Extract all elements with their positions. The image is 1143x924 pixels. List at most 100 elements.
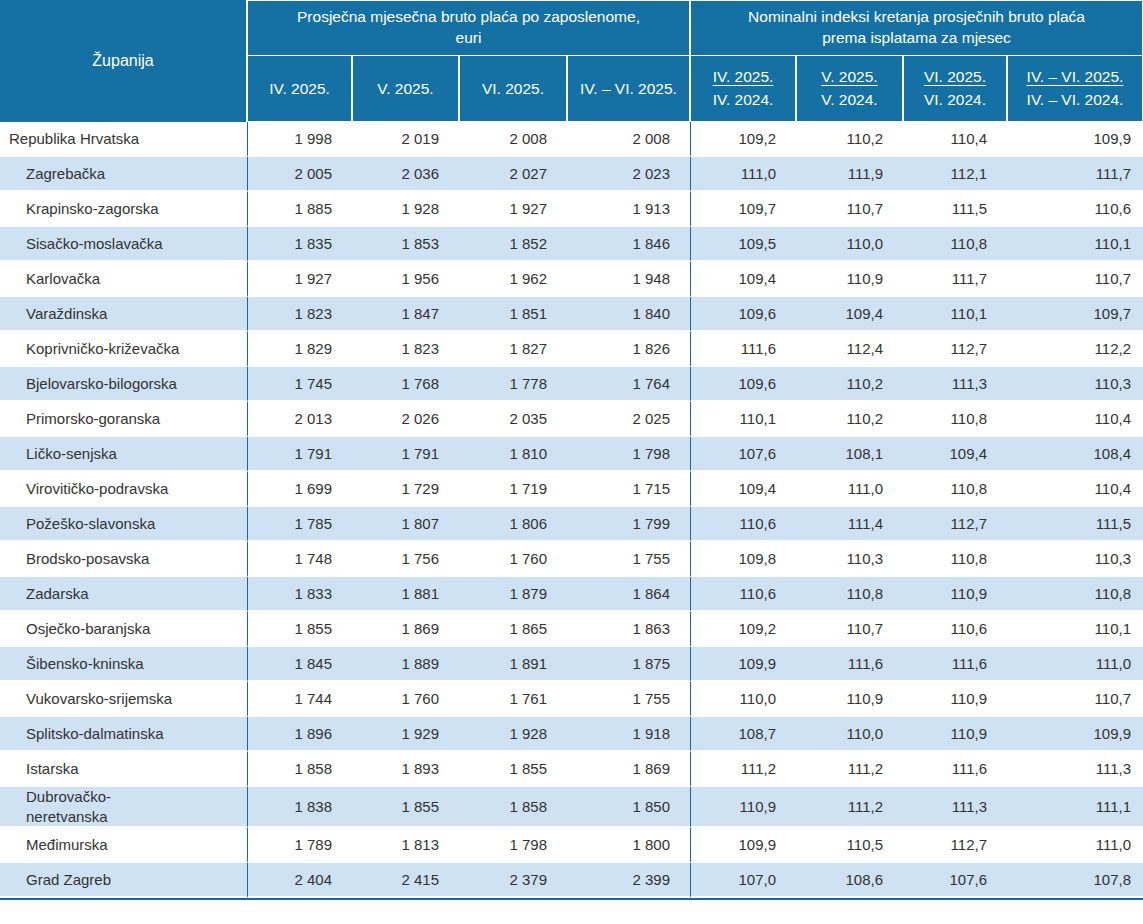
value-cell: 110,4 xyxy=(903,122,1007,157)
value-cell: 110,9 xyxy=(903,717,1007,752)
value-cell: 110,8 xyxy=(796,577,903,612)
value-cell: 112,7 xyxy=(903,507,1007,542)
value-cell: 1 948 xyxy=(567,262,690,297)
value-cell: 110,9 xyxy=(796,682,903,717)
value-cell: 108,7 xyxy=(690,717,796,752)
county-cell: Virovitičko-podravska xyxy=(0,472,247,507)
value-cell: 1 715 xyxy=(567,472,690,507)
value-cell: 110,8 xyxy=(903,227,1007,262)
value-cell: 2 027 xyxy=(459,157,567,192)
value-cell: 110,9 xyxy=(690,787,796,828)
value-cell: 110,8 xyxy=(903,402,1007,437)
value-cell: 1 845 xyxy=(247,647,352,682)
value-cell: 2 036 xyxy=(352,157,459,192)
index-denominator: IV. 2024. xyxy=(695,89,791,111)
column-header-county: Županija xyxy=(0,0,247,122)
value-cell: 1 840 xyxy=(567,297,690,332)
value-cell: 110,4 xyxy=(1007,472,1143,507)
value-cell: 2 005 xyxy=(247,157,352,192)
group-header-gross-salary: Prosječna mjesečna bruto plaća po zaposl… xyxy=(247,0,690,56)
value-cell: 111,2 xyxy=(796,752,903,787)
value-cell: 111,0 xyxy=(690,157,796,192)
value-cell: 111,5 xyxy=(1007,507,1143,542)
value-cell: 111,7 xyxy=(903,262,1007,297)
table-row: Sisačko-moslavačka1 8351 8531 8521 84610… xyxy=(0,227,1143,262)
value-cell: 110,1 xyxy=(1007,227,1143,262)
value-cell: 111,6 xyxy=(690,332,796,367)
value-cell: 1 893 xyxy=(352,752,459,787)
value-cell: 2 019 xyxy=(352,122,459,157)
value-cell: 110,6 xyxy=(690,577,796,612)
value-cell: 110,8 xyxy=(903,542,1007,577)
value-cell: 108,6 xyxy=(796,863,903,898)
value-cell: 1 791 xyxy=(247,437,352,472)
column-header-salary-jun-2025: VI. 2025. xyxy=(459,56,567,122)
table-row: Splitsko-dalmatinska1 8961 9291 9281 918… xyxy=(0,717,1143,752)
value-cell: 111,2 xyxy=(690,752,796,787)
county-cell: Požeško-slavonska xyxy=(0,507,247,542)
county-cell: Šibensko-kninska xyxy=(0,647,247,682)
table-row: Osječko-baranjska1 8551 8691 8651 863109… xyxy=(0,612,1143,647)
value-cell: 2 025 xyxy=(567,402,690,437)
county-cell: Republika Hrvatska xyxy=(0,122,247,157)
value-cell: 107,6 xyxy=(690,437,796,472)
value-cell: 110,3 xyxy=(796,542,903,577)
value-cell: 110,5 xyxy=(796,828,903,863)
county-cell: Vukovarsko-srijemska xyxy=(0,682,247,717)
value-cell: 1 881 xyxy=(352,577,459,612)
county-cell: Bjelovarsko-bilogorska xyxy=(0,367,247,402)
value-cell: 2 035 xyxy=(459,402,567,437)
table-row: Koprivničko-križevačka1 8291 8231 8271 8… xyxy=(0,332,1143,367)
value-cell: 109,5 xyxy=(690,227,796,262)
column-header-index-apr: IV. 2025. IV. 2024. xyxy=(690,56,796,122)
value-cell: 1 768 xyxy=(352,367,459,402)
value-cell: 1 729 xyxy=(352,472,459,507)
value-cell: 107,6 xyxy=(903,863,1007,898)
table-row: Zadarska1 8331 8811 8791 864110,6110,811… xyxy=(0,577,1143,612)
value-cell: 108,4 xyxy=(1007,437,1143,472)
value-cell: 1 760 xyxy=(459,542,567,577)
value-cell: 111,1 xyxy=(1007,787,1143,828)
value-cell: 112,1 xyxy=(903,157,1007,192)
value-cell: 2 008 xyxy=(567,122,690,157)
value-cell: 110,0 xyxy=(690,682,796,717)
value-cell: 110,7 xyxy=(796,192,903,227)
value-cell: 111,2 xyxy=(796,787,903,828)
value-cell: 112,7 xyxy=(903,332,1007,367)
index-numerator: V. 2025. xyxy=(801,66,898,88)
group-header-nominal-indices: Nominalni indeksi kretanja prosječnih br… xyxy=(690,0,1143,56)
value-cell: 1 927 xyxy=(247,262,352,297)
table-row: Virovitičko-podravska1 6991 7291 7191 71… xyxy=(0,472,1143,507)
value-cell: 1 858 xyxy=(459,787,567,828)
value-cell: 111,5 xyxy=(903,192,1007,227)
index-numerator: VI. 2025. xyxy=(908,66,1002,88)
value-cell: 1 748 xyxy=(247,542,352,577)
index-numerator: IV. – VI. 2025. xyxy=(1012,66,1138,88)
table-row: Krapinsko-zagorska1 8851 9281 9271 91310… xyxy=(0,192,1143,227)
value-cell: 110,9 xyxy=(903,682,1007,717)
value-cell: 108,1 xyxy=(796,437,903,472)
value-cell: 2 008 xyxy=(459,122,567,157)
value-cell: 110,6 xyxy=(903,612,1007,647)
county-cell: Zadarska xyxy=(0,577,247,612)
salary-statistics-table-container: Županija Prosječna mjesečna bruto plaća … xyxy=(0,0,1143,900)
value-cell: 1 855 xyxy=(459,752,567,787)
value-cell: 110,1 xyxy=(1007,612,1143,647)
value-cell: 109,7 xyxy=(690,192,796,227)
value-cell: 109,9 xyxy=(1007,122,1143,157)
value-cell: 1 956 xyxy=(352,262,459,297)
value-cell: 1 853 xyxy=(352,227,459,262)
value-cell: 1 852 xyxy=(459,227,567,262)
value-cell: 1 800 xyxy=(567,828,690,863)
value-cell: 109,9 xyxy=(1007,717,1143,752)
value-cell: 1 855 xyxy=(247,612,352,647)
value-cell: 1 833 xyxy=(247,577,352,612)
value-cell: 1 855 xyxy=(352,787,459,828)
value-cell: 1 885 xyxy=(247,192,352,227)
value-cell: 110,0 xyxy=(796,227,903,262)
value-cell: 110,2 xyxy=(796,402,903,437)
county-cell: Dubrovačko- neretvanska xyxy=(0,787,247,828)
value-cell: 111,0 xyxy=(796,472,903,507)
value-cell: 109,2 xyxy=(690,122,796,157)
value-cell: 1 699 xyxy=(247,472,352,507)
